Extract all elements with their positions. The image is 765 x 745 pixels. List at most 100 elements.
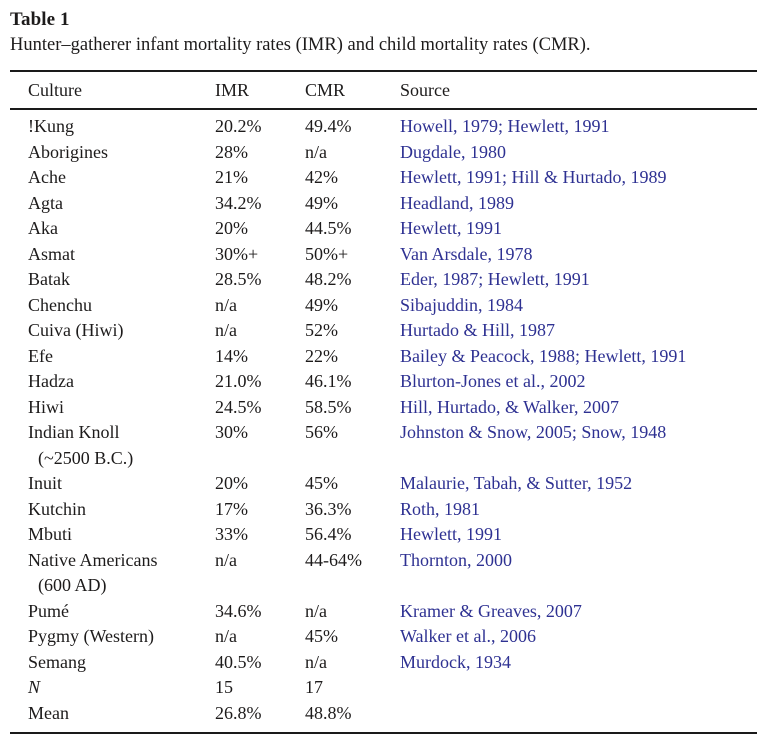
- cmr-cell: 42%: [305, 167, 338, 187]
- source-cell: Eder, 1987; Hewlett, 1991: [400, 267, 757, 293]
- table-row: Hiwi 24.5% 58.5% Hill, Hurtado, & Walker, 2…: [10, 395, 757, 421]
- source-link[interactable]: Malaurie, Tabah, & Sutter, 1952: [400, 473, 633, 493]
- source-link[interactable]: Hewlett, 1991; Hill & Hurtado, 1989: [400, 167, 667, 187]
- imr-cell: 28%: [215, 141, 248, 162]
- source-cell: Walker et al., 2006: [400, 624, 757, 650]
- source-cell: Dugdale, 1980: [400, 140, 757, 166]
- imr-cell: 21.0%: [215, 371, 262, 391]
- source-link[interactable]: Dugdale, 1980: [400, 141, 506, 162]
- imr-cell: 40.5%: [215, 651, 262, 672]
- source-link[interactable]: Headland, 1989: [400, 192, 514, 213]
- source-cell: Hewlett, 1991: [400, 216, 757, 242]
- cmr-cell: 22%: [305, 345, 338, 366]
- culture-cell: Pygmy (Western): [28, 626, 155, 646]
- source-cell: Van Arsdale, 1978: [400, 242, 757, 268]
- cmr-cell: 45%: [305, 473, 338, 493]
- culture-cell: Efe: [28, 345, 53, 366]
- culture-cell: Mbuti: [28, 524, 73, 544]
- cmr-cell: 52%: [305, 320, 338, 340]
- culture-cell: Cuiva (Hiwi): [28, 320, 124, 340]
- imr-cell: n/a: [215, 294, 237, 315]
- table-row: Inuit 20% 45% Malaurie, Tabah, & Sutter, 19…: [10, 471, 757, 497]
- culture-cell: Ache: [28, 167, 66, 187]
- table-title: Table 1: [10, 9, 70, 30]
- source-cell: Thornton, 2000: [400, 548, 757, 599]
- table-row: Pygmy (Western) n/a 45% Walker et al., 2006: [10, 624, 757, 650]
- source-link[interactable]: Van Arsdale, 1978: [400, 243, 533, 264]
- cmr-cell: 36.3%: [305, 498, 352, 519]
- culture-cell: Batak: [28, 269, 70, 289]
- source-link[interactable]: Johnston & Snow, 2005; Snow, 1948: [400, 422, 667, 442]
- col-header-imr: IMR: [215, 80, 250, 100]
- source-link[interactable]: Murdock, 1934: [400, 651, 511, 672]
- imr-cell: 20%: [215, 218, 248, 238]
- source-link[interactable]: Hewlett, 1991: [400, 524, 502, 544]
- source-link[interactable]: Blurton-Jones et al., 2002: [400, 371, 586, 391]
- table-row: Ache 21% 42% Hewlett, 1991; Hill & Hurtado,…: [10, 165, 757, 191]
- imr-cell: 17%: [215, 498, 248, 519]
- imr-cell: n/a: [215, 549, 237, 570]
- cmr-cell: 45%: [305, 626, 338, 646]
- culture-cell: !Kung: [28, 116, 74, 136]
- culture-cell: Native Americans (600 AD): [28, 549, 158, 596]
- culture-cell: Inuit: [28, 473, 62, 493]
- table-row: Hadza 21.0% 46.1% Blurton-Jones et al., 200…: [10, 369, 757, 395]
- source-link[interactable]: Thornton, 2000: [400, 549, 512, 570]
- source-cell: Sibajuddin, 1984: [400, 293, 757, 319]
- source-link[interactable]: Eder, 1987; Hewlett, 1991: [400, 269, 590, 289]
- table-row: Indian Knoll (~2500 B.C.) 30% 56% Johnston &…: [10, 420, 757, 471]
- source-cell: Bailey & Peacock, 1988; Hewlett, 1991: [400, 344, 757, 370]
- table-row: Pumé 34.6% n/a Kramer & Greaves, 2007: [10, 599, 757, 625]
- mortality-table: Culture IMR CMR Source !Kung 20.2% 49.4% Howel…: [10, 70, 757, 726]
- table-row: Aka 20% 44.5% Hewlett, 1991: [10, 216, 757, 242]
- table-row: Asmat 30%+ 50%+ Van Arsdale, 1978: [10, 242, 757, 268]
- imr-cell: n/a: [215, 626, 237, 646]
- source-link[interactable]: Sibajuddin, 1984: [400, 294, 524, 315]
- culture-cell: Chenchu: [28, 294, 92, 315]
- source-link[interactable]: Hurtado & Hill, 1987: [400, 320, 555, 340]
- source-cell: Blurton-Jones et al., 2002: [400, 369, 757, 395]
- table-row: Kutchin 17% 36.3% Roth, 1981: [10, 497, 757, 523]
- cmr-cell: n/a: [305, 600, 327, 621]
- source-link[interactable]: Howell, 1979; Hewlett, 1991: [400, 116, 610, 136]
- culture-cell: Agta: [28, 192, 63, 213]
- source-cell: Hill, Hurtado, & Walker, 2007: [400, 395, 757, 421]
- source-link[interactable]: Roth, 1981: [400, 498, 481, 519]
- cmr-cell: n/a: [305, 651, 327, 672]
- source-cell: Malaurie, Tabah, & Sutter, 1952: [400, 471, 757, 497]
- imr-cell: n/a: [215, 320, 237, 340]
- imr-cell: 26.8%: [215, 702, 262, 723]
- source-link[interactable]: Hewlett, 1991: [400, 218, 502, 238]
- culture-cell: Hiwi: [28, 396, 64, 417]
- imr-cell: 34.6%: [215, 600, 262, 621]
- source-link[interactable]: Bailey & Peacock, 1988; Hewlett, 1991: [400, 345, 687, 366]
- cmr-cell: 44-64%: [305, 549, 362, 570]
- cmr-cell: 48.8%: [305, 702, 352, 723]
- source-cell: [400, 701, 757, 727]
- source-link[interactable]: Hill, Hurtado, & Walker, 2007: [400, 396, 619, 417]
- table-caption: Hunter–gatherer infant mortality rates (…: [10, 35, 591, 55]
- imr-cell: 33%: [215, 524, 248, 544]
- source-cell: Howell, 1979; Hewlett, 1991: [400, 114, 757, 140]
- cmr-cell: 48.2%: [305, 269, 352, 289]
- source-link[interactable]: Walker et al., 2006: [400, 626, 537, 646]
- source-cell: Hewlett, 1991; Hill & Hurtado, 1989: [400, 165, 757, 191]
- col-header-cmr: CMR: [305, 80, 346, 100]
- culture-cell: Semang: [28, 651, 86, 672]
- table-row: Batak 28.5% 48.2% Eder, 1987; Hewlett, 1991: [10, 267, 757, 293]
- table-body: !Kung 20.2% 49.4% Howell, 1979; Hewlett, 19…: [10, 109, 757, 726]
- table-row: N 15 17: [10, 675, 757, 701]
- imr-cell: 20.2%: [215, 116, 262, 136]
- imr-cell: 34.2%: [215, 192, 262, 213]
- culture-cell: N: [28, 677, 41, 697]
- culture-cell: Kutchin: [28, 498, 86, 519]
- source-link[interactable]: Kramer & Greaves, 2007: [400, 600, 582, 621]
- source-cell: Headland, 1989: [400, 191, 757, 217]
- cmr-cell: 49%: [305, 294, 338, 315]
- culture-cell: Mean: [28, 702, 69, 723]
- cmr-cell: 44.5%: [305, 218, 352, 238]
- cmr-cell: 56.4%: [305, 524, 352, 544]
- bottom-rule: [10, 726, 757, 734]
- table-row: Agta 34.2% 49% Headland, 1989: [10, 191, 757, 217]
